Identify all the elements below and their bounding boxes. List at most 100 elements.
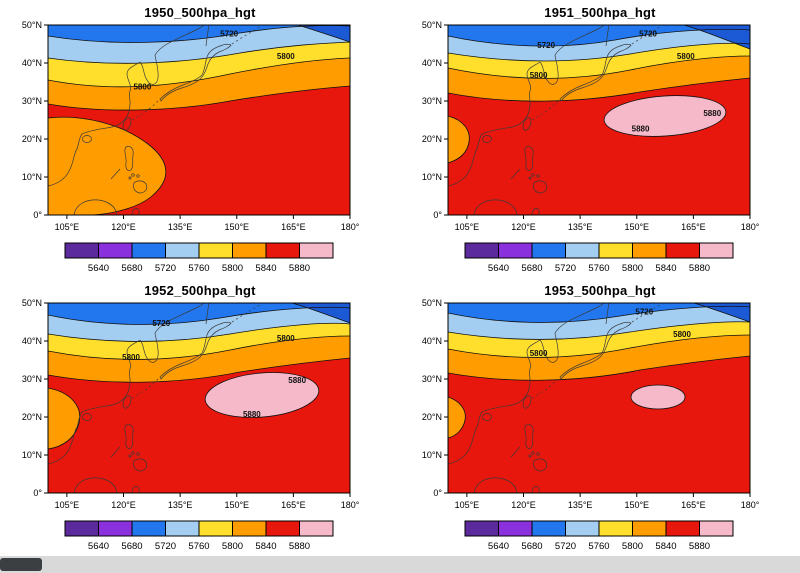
colorbar-swatch (198, 520, 233, 537)
y-tick-label: 10°N (422, 450, 442, 460)
panel-1950: 5720 5800 5800 105°E 120°E 135°E 150°E 165°E 180… (0, 0, 400, 278)
colorbar-label: 5760 (588, 541, 609, 552)
x-tick-label: 120°E (111, 500, 136, 510)
colorbar-swatch (232, 242, 267, 259)
band-5680-5720 (48, 25, 350, 43)
coastline-island (531, 173, 535, 177)
colorbar-swatch (531, 520, 566, 537)
coastline-island (528, 176, 532, 180)
coastline-island (122, 117, 132, 131)
colorbar-label: 5880 (689, 541, 710, 552)
coastline-island (131, 173, 135, 177)
contour-line (48, 306, 350, 325)
coastline (531, 208, 540, 215)
coastline (139, 303, 205, 363)
coastline-island (536, 452, 540, 456)
colorbar-label: 5760 (188, 263, 209, 274)
colorbar-label: 5640 (488, 263, 509, 274)
colorbar-swatch (632, 520, 667, 537)
coastline (510, 446, 521, 458)
colorbar-label: 5680 (521, 541, 542, 552)
coastline (131, 378, 159, 399)
y-tick-label: 40°N (22, 58, 42, 68)
contour-line (448, 321, 750, 340)
panel-title-1951: 1951_500hpa_hgt (544, 5, 656, 20)
x-tick-label: 150°E (624, 500, 649, 510)
y-tick-label: 10°N (22, 450, 42, 460)
x-tick-label: 135°E (168, 500, 193, 510)
dock-item[interactable] (0, 558, 42, 571)
x-tick-label: 150°E (624, 222, 649, 232)
x-tick-label: 135°E (568, 500, 593, 510)
contour-line (48, 116, 167, 215)
colorbar-label: 5680 (121, 541, 142, 552)
map-plot-area: 5720 5800 5800 (48, 25, 350, 215)
y-tick-label: 40°N (22, 336, 42, 346)
map-1953: 5720 5800 5800 105°E 120°E 135°E 150°E 165°E 180… (400, 278, 800, 556)
coastline-island (128, 176, 132, 180)
x-tick-label: 120°E (511, 222, 536, 232)
map-plot-area: 5720 5800 5800 (448, 303, 750, 493)
colorbar-label: 5640 (88, 263, 109, 274)
coastline (133, 458, 148, 472)
panel-1952: 5720 5800 5800 5880 5880 105°E 120°E 135°E 150°E… (0, 278, 400, 556)
contour-line (48, 25, 350, 43)
y-tick-label: 40°N (422, 58, 442, 68)
coastline (510, 168, 521, 180)
coastline (531, 378, 559, 399)
colorbar-swatch (98, 242, 133, 259)
coastline (73, 199, 118, 215)
x-tick-label: 105°E (455, 222, 480, 232)
y-tick-label: 20°N (422, 412, 442, 422)
coastline-island (536, 174, 540, 178)
plot-border (447, 24, 751, 216)
map-1951: 5720 5720 5800 5800 5880 5880 105°E 120°E 135°E 1… (400, 0, 800, 278)
y-tick-label: 40°N (422, 336, 442, 346)
band-5680-5720 (448, 25, 750, 47)
coastline-island (128, 454, 132, 458)
colorbar-label: 5640 (488, 541, 509, 552)
colorbar-swatch (265, 242, 300, 259)
contour-line (297, 25, 350, 43)
colorbar-swatch (299, 520, 334, 537)
coastline (605, 25, 610, 47)
contour-label: 5720 (220, 29, 238, 38)
panel-title-1953: 1953_500hpa_hgt (544, 283, 656, 298)
colorbar-swatch (232, 520, 267, 537)
coastline (131, 100, 159, 121)
coastline (73, 477, 118, 493)
contour-line (448, 305, 750, 323)
orange-patch-west (448, 397, 466, 438)
coastline (559, 321, 632, 380)
contour-line (291, 303, 350, 324)
contour-label: 5720 (152, 319, 170, 328)
x-tick-label: 105°E (455, 500, 480, 510)
contour-line (48, 322, 350, 342)
x-tick-label: 165°E (281, 222, 306, 232)
contour-label: 5800 (277, 52, 295, 61)
contour-line (48, 85, 350, 111)
coastline-island (528, 454, 532, 458)
coastline (159, 43, 232, 102)
contour-line (48, 335, 350, 360)
colorbar-swatch (665, 520, 700, 537)
contour-map-svg: 5720 5800 5800 5880 5880 105°E 120°E 135°E 150°E… (22, 298, 360, 552)
colorbar-swatch (131, 520, 166, 537)
contour-line (48, 57, 350, 88)
x-tick-label: 180° (741, 222, 760, 232)
coastline (159, 321, 232, 380)
x-tick-label: 105°E (55, 500, 80, 510)
contour-line (448, 396, 466, 439)
x-tick-label: 120°E (111, 222, 136, 232)
colorbar-swatch (64, 520, 99, 537)
y-tick-label: 0° (33, 488, 42, 498)
x-tick-label: 165°E (281, 500, 306, 510)
colorbar-swatch (198, 242, 233, 259)
x-tick-label: 180° (341, 500, 360, 510)
plot-border (47, 302, 351, 494)
contour-label: 5880 (703, 109, 721, 118)
coastline (48, 339, 141, 465)
colorbar-label: 5840 (655, 263, 676, 274)
colorbar-swatch (464, 520, 499, 537)
panel-title-1950: 1950_500hpa_hgt (144, 5, 256, 20)
